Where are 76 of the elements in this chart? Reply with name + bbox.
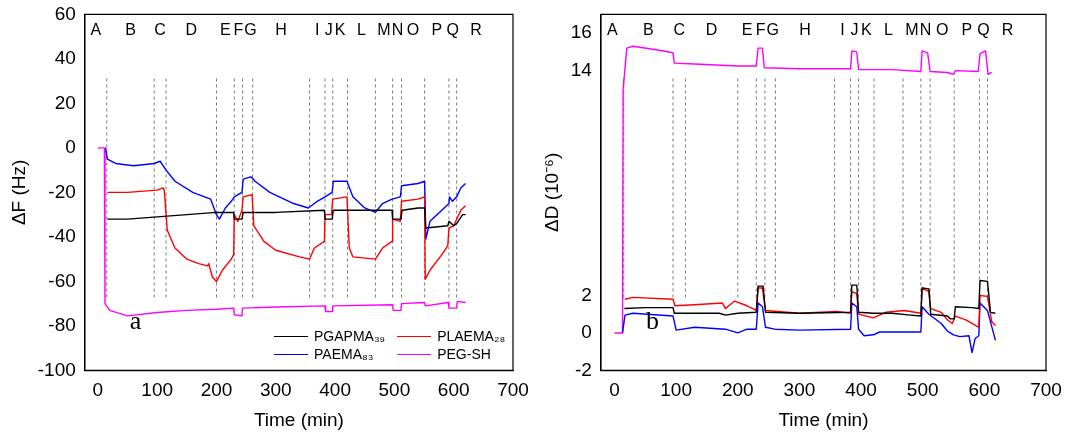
y-tick-label: 14 xyxy=(570,58,593,80)
x-tick-label: 0 xyxy=(609,379,620,401)
y-tick-label: 0 xyxy=(581,321,592,343)
legend-label: PEG-SH xyxy=(437,346,491,363)
annotation: a xyxy=(129,306,142,336)
x-tick-label: 300 xyxy=(783,379,816,401)
y-axis-title: ΔF (Hz) xyxy=(7,159,29,226)
annotation: C xyxy=(154,20,166,38)
annotation: A xyxy=(90,20,102,38)
annotation: I xyxy=(315,20,320,38)
annotation: B xyxy=(125,20,136,38)
annotation: D xyxy=(705,20,718,38)
annotation: F xyxy=(755,20,766,38)
annotation: b xyxy=(645,306,659,336)
annotation: J xyxy=(324,20,333,38)
y-tick-label: -40 xyxy=(48,225,76,247)
x-tick-label: 600 xyxy=(437,379,470,401)
x-tick-label: 0 xyxy=(92,379,104,401)
annotation: D xyxy=(185,20,198,38)
x-tick-label: 400 xyxy=(845,379,877,401)
annotation: R xyxy=(470,20,482,38)
annotation: O xyxy=(406,20,420,38)
annotation: L xyxy=(884,20,894,38)
annotation: F xyxy=(233,20,244,38)
annotation: N xyxy=(919,20,932,38)
x-tick-label: 200 xyxy=(721,379,754,401)
x-tick-label: 400 xyxy=(319,379,351,401)
y-tick-label: -20 xyxy=(48,180,76,202)
y-tick-label: 0 xyxy=(65,136,76,158)
annotation: M xyxy=(377,20,391,38)
annotation: M xyxy=(905,20,919,38)
annotation: L xyxy=(357,20,367,38)
legend-label: PAEMA₈₃ xyxy=(314,346,374,363)
legend-label: PGAPMA₃₉ xyxy=(314,328,386,345)
legend-label: PLAEMA₂₈ xyxy=(437,328,506,345)
annotation: I xyxy=(840,20,845,38)
annotation: Q xyxy=(446,20,460,38)
annotation: B xyxy=(643,20,654,38)
x-tick-label: 100 xyxy=(660,379,692,401)
x-tick-label: 700 xyxy=(497,379,529,401)
y-tick-label: 60 xyxy=(54,2,76,24)
annotation: N xyxy=(391,20,404,38)
annotation: P xyxy=(961,20,973,38)
annotation: K xyxy=(334,20,346,38)
y-axis-title: ΔD (10⁻⁶) xyxy=(540,152,562,233)
y-tick-label: 16 xyxy=(570,21,592,43)
annotation: G xyxy=(244,20,257,38)
y-tick-label: 20 xyxy=(54,91,76,113)
annotation: Q xyxy=(977,20,990,38)
x-axis-title: Time (min) xyxy=(253,408,344,430)
x-tick-label: 200 xyxy=(200,379,233,401)
x-axis-title: Time (min) xyxy=(778,408,869,430)
x-tick-label: 700 xyxy=(1030,379,1062,401)
x-tick-label: 300 xyxy=(259,379,292,401)
annotation: J xyxy=(850,20,859,38)
annotation: H xyxy=(799,20,811,38)
y-tick-label: -60 xyxy=(48,269,76,291)
annotation: E xyxy=(220,20,231,38)
y-tick-label: -2 xyxy=(575,358,592,380)
annotation: R xyxy=(1001,20,1014,38)
annotation: O xyxy=(935,20,949,38)
annotation: A xyxy=(607,20,618,38)
y-tick-label: -80 xyxy=(48,314,76,336)
y-tick-label: 40 xyxy=(54,47,76,69)
annotation: E xyxy=(741,20,753,38)
annotation: C xyxy=(673,20,685,38)
annotation: G xyxy=(766,20,779,38)
x-tick-label: 500 xyxy=(378,379,411,401)
x-tick-label: 100 xyxy=(141,379,174,401)
annotation: H xyxy=(275,20,287,38)
annotation: P xyxy=(431,20,443,38)
y-tick-label: -100 xyxy=(37,358,76,380)
annotation: K xyxy=(860,20,872,38)
y-tick-label: 2 xyxy=(581,283,592,305)
x-tick-label: 500 xyxy=(906,379,939,401)
x-tick-label: 600 xyxy=(968,379,1001,401)
